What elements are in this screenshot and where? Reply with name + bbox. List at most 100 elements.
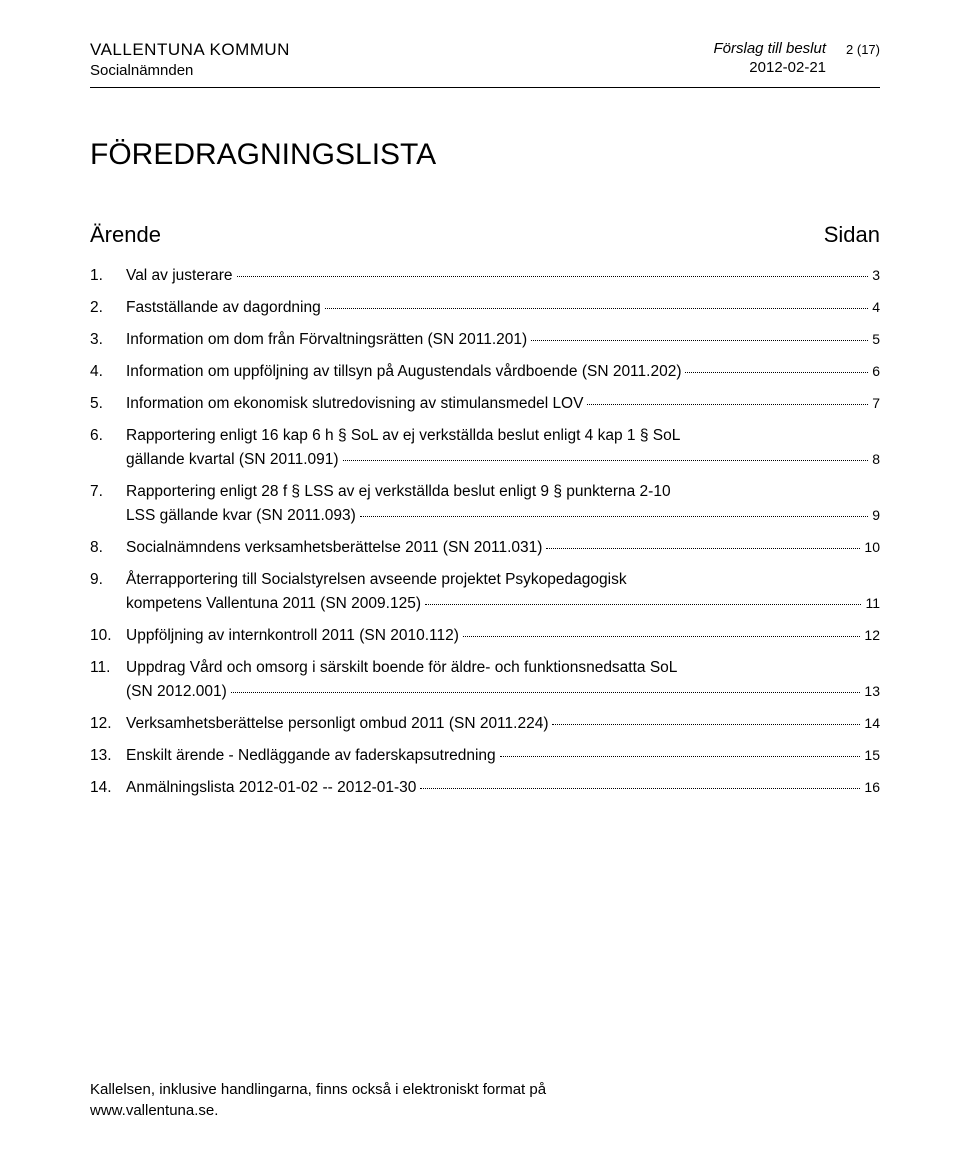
toc-item-line2: (SN 2012.001)13 [90,680,880,704]
toc-item-page: 7 [872,393,880,415]
page-header: VALLENTUNA KOMMUN Socialnämnden Förslag … [90,40,880,79]
toc-item-body: Anmälningslista 2012-01-02 -- 2012-01-30… [126,776,880,800]
toc-item-body: Information om uppföljning av tillsyn på… [126,360,880,384]
toc-item-body: Enskilt ärende - Nedläggande av faderska… [126,744,880,768]
toc-leader [360,516,868,517]
toc-header: Ärende Sidan [90,222,880,248]
page-number: 2 (17) [846,42,880,57]
toc-item-number: 9. [90,568,126,592]
toc-item-page: 6 [872,361,880,383]
toc-item-text: Uppdrag Vård och omsorg i särskilt boend… [126,656,677,680]
toc-item-page: 15 [864,745,880,767]
toc-item-text: LSS gällande kvar (SN 2011.093) [126,504,356,528]
toc-list: 1.Val av justerare 3 2.Fastställande av da… [90,264,880,800]
toc-item-text: Information om uppföljning av tillsyn på… [126,360,681,384]
footer-line-1: Kallelsen, inklusive handlingarna, finns… [90,1079,880,1100]
toc-item-text: Verksamhetsberättelse personligt ombud 2… [126,712,548,736]
toc-item-page: 14 [864,713,880,735]
toc-item-number: 8. [90,536,126,560]
toc-item-text: Fastställande av dagordning [126,296,321,320]
toc-header-left: Ärende [90,222,161,248]
municipality-name: VALLENTUNA KOMMUN [90,40,713,60]
toc-item: 10.Uppföljning av internkontroll 2011 (S… [90,624,880,648]
toc-leader [425,604,861,605]
toc-item-number: 11. [90,656,126,680]
toc-item: 13.Enskilt ärende - Nedläggande av fader… [90,744,880,768]
toc-item-number: 4. [90,360,126,384]
toc-item: 1.Val av justerare 3 [90,264,880,288]
toc-header-right: Sidan [824,222,880,248]
toc-item-text: kompetens Vallentuna 2011 (SN 2009.125) [126,592,421,616]
toc-item-line1: 7.Rapportering enligt 28 f § LSS av ej v… [90,480,880,504]
toc-item: 8.Socialnämndens verksamhetsberättelse 2… [90,536,880,560]
toc-item-body: Information om dom från Förvaltningsrätt… [126,328,880,352]
footer: Kallelsen, inklusive handlingarna, finns… [90,1079,880,1121]
toc-item-body: Verksamhetsberättelse personligt ombud 2… [126,712,880,736]
toc-item: 2.Fastställande av dagordning 4 [90,296,880,320]
toc-item-page: 4 [872,297,880,319]
toc-item-number: 5. [90,392,126,416]
toc-leader [552,724,860,725]
toc-item-number: 6. [90,424,126,448]
toc-item-body: Val av justerare 3 [126,264,880,288]
toc-leader [343,460,869,461]
toc-item: 7.Rapportering enligt 28 f § LSS av ej v… [90,480,880,528]
toc-item: 9.Återrapportering till Socialstyrelsen … [90,568,880,616]
toc-item-page: 12 [864,625,880,647]
toc-item-line2: kompetens Vallentuna 2011 (SN 2009.125) 1… [90,592,880,616]
toc-leader [463,636,861,637]
toc-item-page: 8 [872,449,880,471]
toc-item-page: 16 [864,777,880,799]
toc-item-number: 10. [90,624,126,648]
proposal-label: Förslag till beslut [713,40,826,57]
toc-leader [685,372,868,373]
toc-item: 14.Anmälningslista 2012-01-02 -- 2012-01… [90,776,880,800]
toc-item-body: Socialnämndens verksamhetsberättelse 201… [126,536,880,560]
toc-item-text: (SN 2012.001) [126,680,227,704]
toc-item-line2: gällande kvartal (SN 2011.091) 8 [90,448,880,472]
toc-leader [325,308,868,309]
toc-item-body: Fastställande av dagordning 4 [126,296,880,320]
toc-item-page: 11 [865,593,880,615]
toc-item: 5.Information om ekonomisk slutredovisni… [90,392,880,416]
document-title: FÖREDRAGNINGSLISTA [90,138,880,172]
toc-item-line1: 6.Rapportering enligt 16 kap 6 h § SoL a… [90,424,880,448]
toc-item: 11.Uppdrag Vård och omsorg i särskilt bo… [90,656,880,704]
toc-item-text: Information om ekonomisk slutredovisning… [126,392,583,416]
toc-item-text: Rapportering enligt 28 f § LSS av ej ver… [126,480,671,504]
toc-item: 4.Information om uppföljning av tillsyn … [90,360,880,384]
toc-item-page: 10 [864,537,880,559]
toc-item-number: 3. [90,328,126,352]
toc-item-text: Val av justerare [126,264,233,288]
toc-item: 3.Information om dom från Förvaltningsrä… [90,328,880,352]
toc-item: 6.Rapportering enligt 16 kap 6 h § SoL a… [90,424,880,472]
toc-item-number: 7. [90,480,126,504]
toc-leader [546,548,860,549]
toc-item: 12.Verksamhetsberättelse personligt ombu… [90,712,880,736]
toc-item-text: Uppföljning av internkontroll 2011 (SN 2… [126,624,459,648]
document-date: 2012-02-21 [713,59,826,76]
toc-item-line2: LSS gällande kvar (SN 2011.093) 9 [90,504,880,528]
toc-leader [237,276,869,277]
toc-item-number: 12. [90,712,126,736]
toc-item-text: gällande kvartal (SN 2011.091) [126,448,339,472]
toc-item-page: 9 [872,505,880,527]
toc-item-line1: 11.Uppdrag Vård och omsorg i särskilt bo… [90,656,880,680]
toc-item-text: Återrapportering till Socialstyrelsen av… [126,568,627,592]
toc-leader [231,692,861,693]
toc-leader [500,756,861,757]
committee-name: Socialnämnden [90,62,713,79]
toc-item-page: 5 [872,329,880,351]
toc-item-page: 3 [872,265,880,287]
footer-line-2: www.vallentuna.se. [90,1100,880,1121]
toc-item-text: Anmälningslista 2012-01-02 -- 2012-01-30 [126,776,416,800]
toc-item-number: 2. [90,296,126,320]
toc-item-text: Socialnämndens verksamhetsberättelse 201… [126,536,542,560]
toc-item-body: Information om ekonomisk slutredovisning… [126,392,880,416]
toc-leader [420,788,860,789]
header-right: Förslag till beslut 2012-02-21 2 (17) [713,40,880,76]
toc-leader [587,404,868,405]
toc-item-number: 14. [90,776,126,800]
toc-item-number: 1. [90,264,126,288]
toc-item-number: 13. [90,744,126,768]
